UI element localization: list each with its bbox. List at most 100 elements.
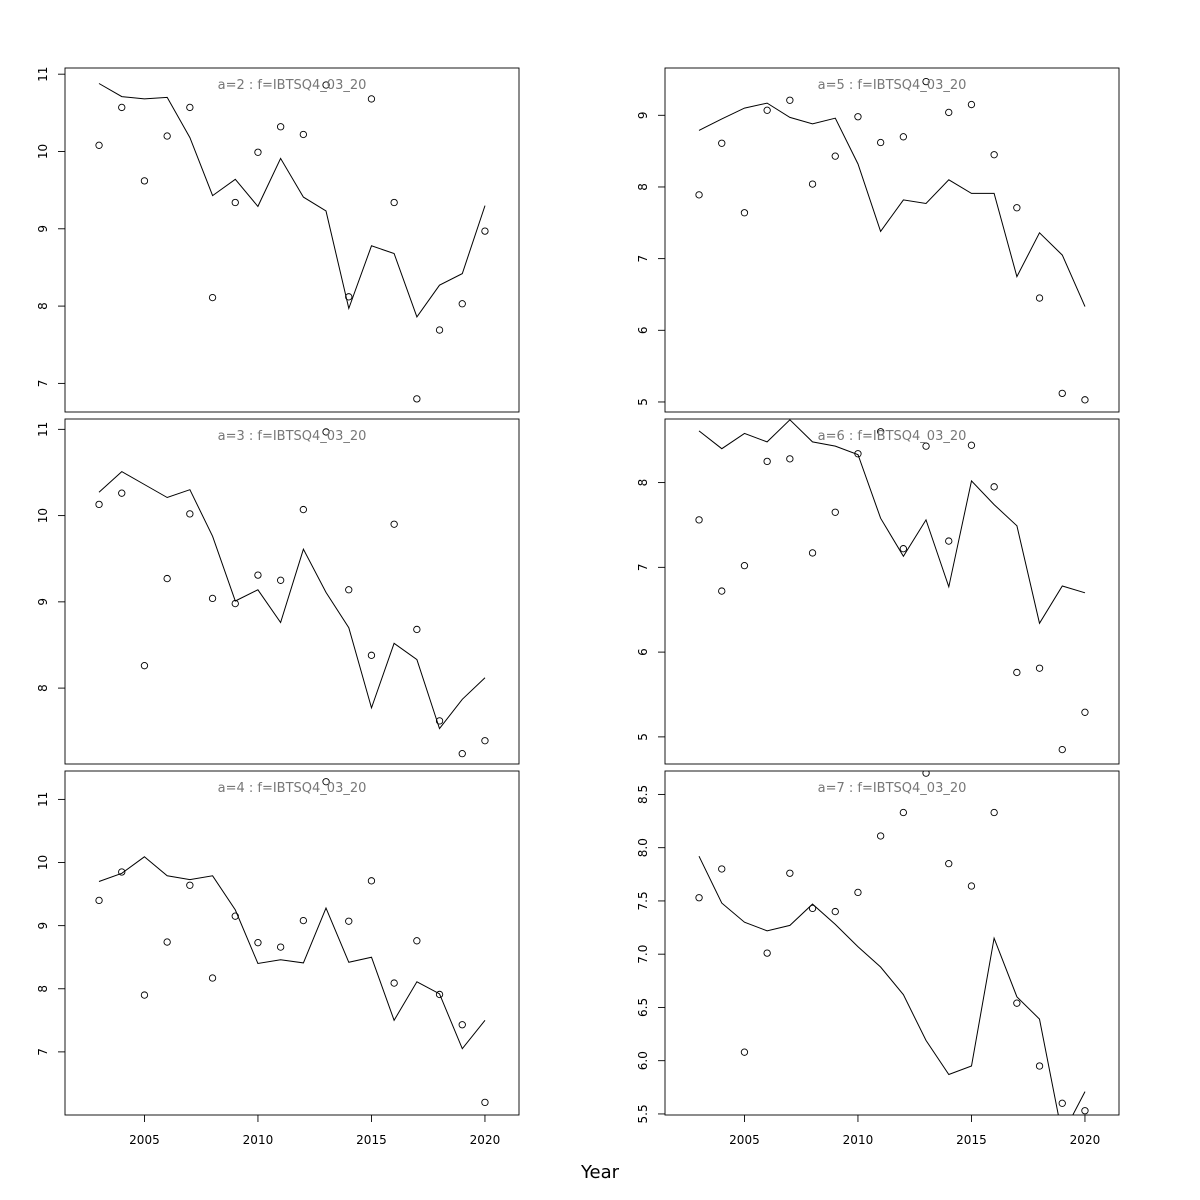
observed-point <box>140 662 149 670</box>
observed-point <box>718 587 726 595</box>
y-tick-label: 7 <box>36 380 50 388</box>
observed-point <box>186 103 194 112</box>
fitted-line <box>698 855 1086 1115</box>
observed-point <box>1013 668 1021 677</box>
observed-point <box>413 625 421 634</box>
observed-point <box>854 888 862 897</box>
y-tick-label: 7 <box>636 564 650 572</box>
plot-frame <box>664 418 1120 765</box>
observed-point <box>695 191 703 199</box>
observed-point <box>118 868 126 876</box>
observed-point <box>345 586 353 594</box>
plot-frame <box>64 67 520 413</box>
observed-point <box>435 990 444 999</box>
observed-point <box>899 545 907 553</box>
observed-point <box>990 151 998 159</box>
observed-point <box>140 177 149 185</box>
x-tick-label: 2020 <box>470 1133 501 1147</box>
observed-point <box>322 778 330 786</box>
y-tick-label: 10 <box>36 144 50 159</box>
observed-point <box>922 77 930 86</box>
observed-point <box>967 441 976 449</box>
y-tick-label: 8 <box>36 302 50 310</box>
x-axis-label: Year <box>580 1162 620 1183</box>
y-tick-label: 7 <box>636 255 650 263</box>
observed-point <box>186 881 194 889</box>
observed-point <box>254 571 262 579</box>
panel-title: a=4 : f=IBTSQ4_03_20 <box>218 781 367 796</box>
observed-point <box>95 500 103 509</box>
y-tick-label: 8.0 <box>636 838 650 857</box>
y-tick-label: 6.0 <box>636 1051 650 1070</box>
observed-point <box>208 293 217 302</box>
observed-point <box>831 508 839 516</box>
chart-panel-5: 7 8 9 10 11 2005 2010 2015 2020 a=4 : f=IBTSQ4_03… <box>36 770 520 1147</box>
observed-point <box>740 1048 749 1056</box>
y-tick-label: 10 <box>36 855 50 870</box>
x-tick-label: 2005 <box>129 1133 160 1147</box>
observed-point <box>390 979 398 987</box>
observed-point <box>299 130 307 139</box>
observed-point <box>763 106 771 114</box>
observed-point <box>345 293 353 301</box>
x-tick-label: 2015 <box>356 1133 387 1147</box>
y-tick-label: 7.5 <box>636 891 650 910</box>
fitted-line <box>698 102 1086 307</box>
observed-point <box>163 938 171 946</box>
observed-point <box>945 860 953 868</box>
chart-panel-6: 5.5 6.0 6.5 7.0 7.5 8.0 8.5 2005 2010 2015 2020 a=7… <box>636 770 1120 1147</box>
observed-point <box>413 937 421 945</box>
observed-point <box>458 300 466 308</box>
observed-point <box>990 483 998 491</box>
observed-point <box>922 442 930 450</box>
x-tick-label: 2005 <box>729 1133 760 1147</box>
observed-point <box>1013 999 1021 1007</box>
observed-point <box>763 949 771 957</box>
observed-point <box>1081 396 1089 404</box>
observed-point <box>1081 1107 1089 1115</box>
observed-point <box>140 991 149 999</box>
observed-point <box>435 326 444 334</box>
observed-point <box>854 113 862 121</box>
observed-point <box>458 1021 466 1029</box>
observed-point <box>695 894 703 902</box>
observed-point <box>1058 389 1066 398</box>
y-tick-label: 9 <box>36 225 50 233</box>
observed-point <box>718 139 726 147</box>
observed-point <box>1035 294 1044 302</box>
observed-point <box>118 103 126 112</box>
observed-point <box>945 537 953 545</box>
observed-point <box>254 939 262 947</box>
observed-point <box>967 882 976 890</box>
chart-panel-1: 7 8 9 10 11 a=2 : f=IBTSQ4_03_20 <box>36 67 520 413</box>
observed-point <box>254 148 262 156</box>
observed-point <box>322 81 330 89</box>
y-tick-label: 11 <box>36 422 50 437</box>
observed-point <box>95 141 103 149</box>
fitted-line <box>698 419 1086 625</box>
x-tick-label: 2010 <box>843 1133 874 1147</box>
observed-point <box>877 138 885 147</box>
y-tick-label: 11 <box>36 792 50 807</box>
y-tick-label: 8 <box>36 985 50 993</box>
observed-point <box>481 737 489 745</box>
observed-point <box>1058 745 1066 754</box>
observed-point <box>740 209 749 217</box>
observed-point <box>276 123 285 131</box>
panel-title: a=6 : f=IBTSQ4_03_20 <box>818 429 967 444</box>
observed-point <box>186 510 194 518</box>
fitted-line <box>98 856 486 1050</box>
observed-point <box>945 108 953 117</box>
observed-point <box>413 395 421 403</box>
observed-point <box>299 916 307 925</box>
observed-point <box>95 896 103 905</box>
observed-point <box>435 717 444 725</box>
observed-point <box>1081 708 1089 716</box>
observed-point <box>458 750 466 758</box>
observed-point <box>390 520 398 528</box>
x-tick-label: 2010 <box>243 1133 274 1147</box>
chart-panel-2: 5 6 7 8 9 a=5 : f=IBTSQ4_03_20 <box>636 67 1120 413</box>
observed-point <box>808 549 817 557</box>
observed-point <box>345 917 353 925</box>
